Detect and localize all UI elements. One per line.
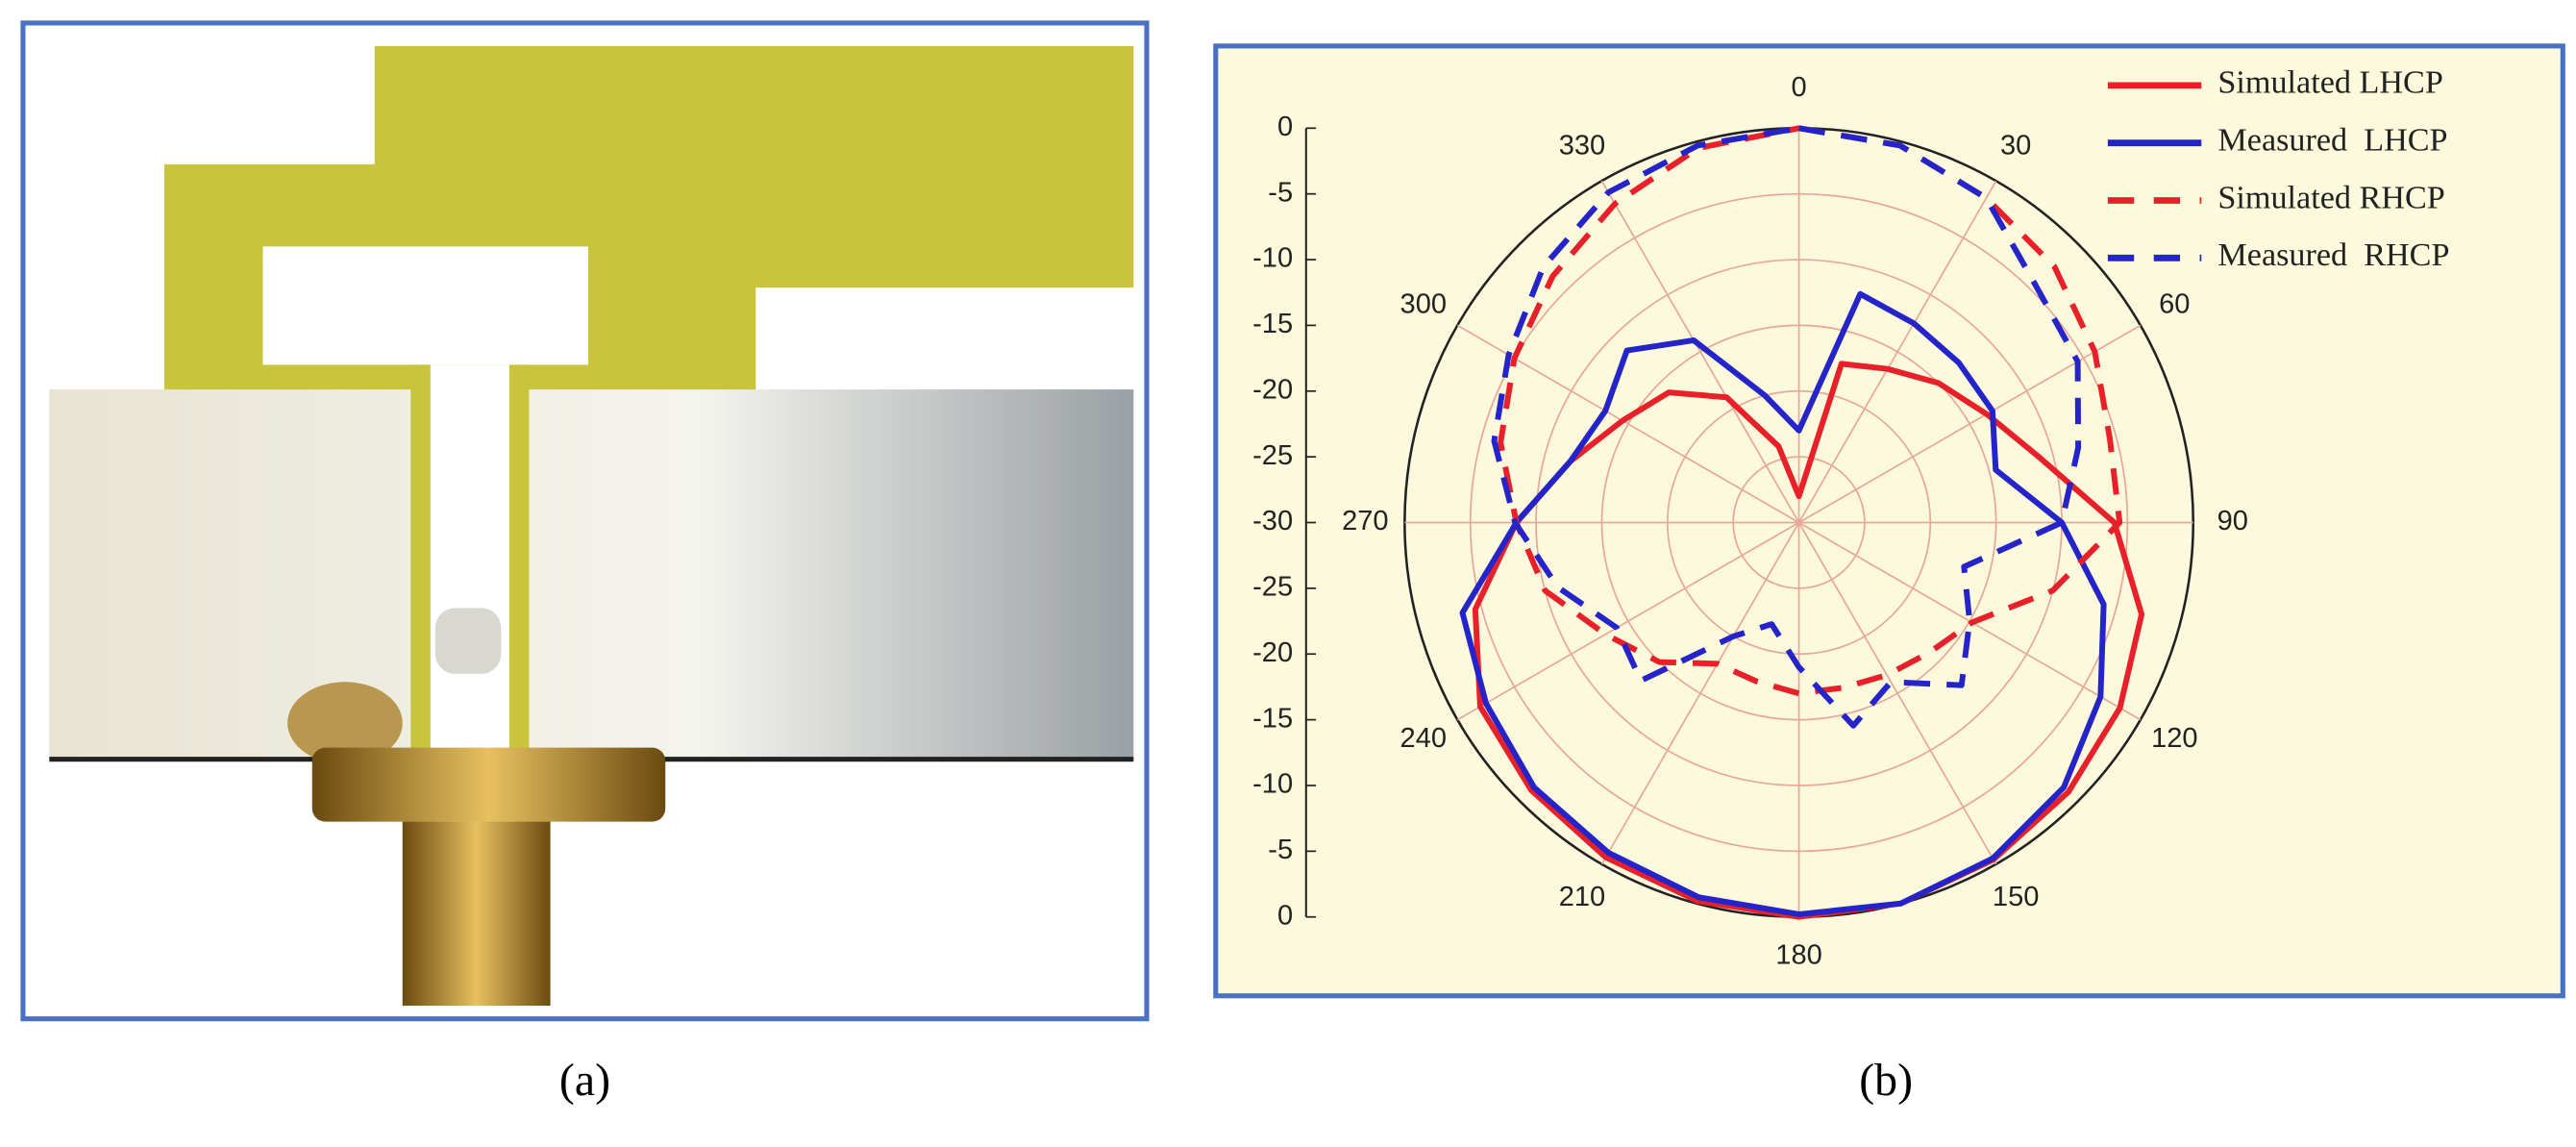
series-line — [1491, 125, 2082, 729]
radial-tick-label: -5 — [1268, 177, 1293, 208]
pin — [434, 608, 502, 674]
angle-label: 270 — [1342, 506, 1388, 536]
radial-tick-label: -5 — [1268, 835, 1293, 865]
angle-label: 90 — [2217, 506, 2248, 536]
ground-plane — [49, 389, 1134, 760]
legend-label: Measured LHCP — [2217, 123, 2447, 159]
antenna-photo — [20, 20, 1150, 1022]
radial-tick-label: -25 — [1252, 440, 1293, 471]
angle-label: 300 — [1400, 289, 1447, 320]
grid-spoke — [1456, 521, 1799, 721]
legend-label: Simulated RHCP — [2217, 180, 2444, 215]
angle-label: 210 — [1559, 882, 1605, 912]
radial-tick-label: -10 — [1252, 769, 1293, 800]
angle-label: 120 — [2151, 723, 2197, 754]
chart-frame — [1213, 43, 2565, 999]
series-line — [1459, 290, 2107, 917]
connector-body — [402, 821, 551, 1007]
caption: (a) — [559, 1055, 610, 1106]
solder — [287, 682, 403, 764]
radial-tick-label: -20 — [1252, 374, 1293, 405]
radial-tick-label: -15 — [1252, 309, 1293, 339]
angle-label: 240 — [1400, 723, 1447, 754]
angle-label: 180 — [1775, 939, 1821, 970]
grid-spoke — [1798, 324, 2142, 524]
grid-spoke — [1600, 522, 1800, 865]
radial-tick-label: -25 — [1252, 572, 1293, 603]
grid-spoke — [1797, 180, 1997, 523]
radial-tick-label: -20 — [1252, 637, 1293, 668]
caption: (b) — [1859, 1055, 1913, 1106]
grid-spoke — [1600, 180, 1800, 523]
legend-label: Simulated LHCP — [2217, 65, 2442, 101]
radial-tick-label: -30 — [1252, 506, 1293, 536]
slot — [262, 246, 588, 365]
radial-tick-label: 0 — [1277, 112, 1293, 142]
angle-label: 150 — [1993, 882, 2039, 912]
polar-chart: 0 30 60 90 120 150 180 210 240 270 300 330 -30 -25 -25… — [1252, 65, 2449, 971]
angle-label: 330 — [1559, 130, 1605, 161]
legend-label: Measured RHCP — [2217, 237, 2449, 273]
radial-tick-label: 0 — [1277, 900, 1293, 931]
slot-stem — [430, 364, 509, 760]
radial-tick-label: -15 — [1252, 703, 1293, 734]
series-line — [1498, 125, 2123, 697]
angle-label: 30 — [2000, 130, 2031, 161]
connector-flange — [311, 747, 666, 822]
grid-spoke — [1797, 522, 1997, 865]
angle-label: 0 — [1791, 72, 1806, 103]
angle-label: 60 — [2159, 289, 2190, 320]
radial-tick-label: -10 — [1252, 243, 1293, 274]
